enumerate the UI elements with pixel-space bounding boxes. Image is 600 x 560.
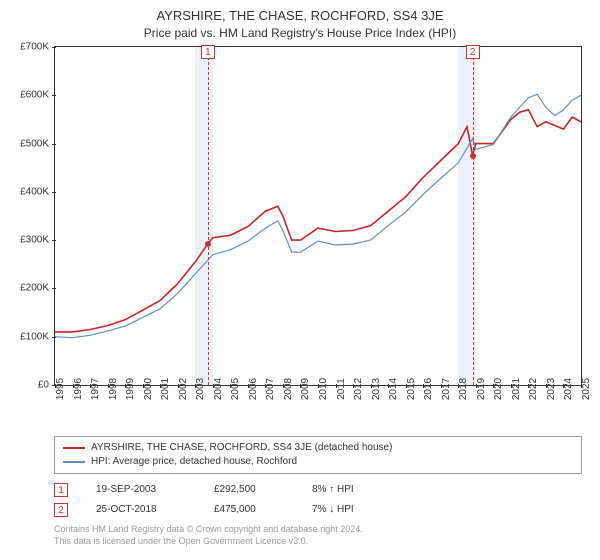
footer-line-1: Contains HM Land Registry data © Crown c… [54,524,582,536]
y-tick-label: £0 [38,379,49,390]
legend-swatch [63,461,85,463]
series-line-hpi [55,94,581,337]
marker-vline [208,47,209,385]
plot-area: £0£100K£200K£300K£400K£500K£600K£700K 19… [54,46,582,386]
transaction-price: £475,000 [214,504,284,515]
legend-label: HPI: Average price, detached house, Roch… [91,455,297,469]
footer-line-2: This data is licensed under the Open Gov… [54,536,582,548]
transaction-date: 25-OCT-2018 [96,504,186,515]
transaction-number-box: 2 [54,503,68,517]
transaction-row: 1 19-SEP-2003 £292,500 8% ↑ HPI [54,480,582,500]
legend-row: HPI: Average price, detached house, Roch… [63,455,573,469]
legend: AYRSHIRE, THE CHASE, ROCHFORD, SS4 3JE (… [54,436,582,474]
y-tick-label: £100K [20,331,49,342]
y-tick-label: £600K [20,90,49,101]
legend-swatch [63,447,85,449]
y-tick-label: £300K [20,235,49,246]
y-tick-label: £700K [20,41,49,52]
series-line-property [55,110,581,332]
transaction-number-box: 1 [54,483,68,497]
legend-label: AYRSHIRE, THE CHASE, ROCHFORD, SS4 3JE (… [91,441,392,455]
x-axis: 1995199619971998199920002001200220032004… [55,385,581,433]
y-tick-label: £400K [20,186,49,197]
marker-vline [473,47,474,385]
transaction-row: 2 25-OCT-2018 £475,000 7% ↓ HPI [54,500,582,520]
y-axis: £0£100K£200K£300K£400K£500K£600K£700K [13,47,53,385]
x-tick-label: 2025 [581,378,592,400]
marker-number-box: 2 [466,45,480,59]
y-tick-label: £500K [20,138,49,149]
marker-number-box: 1 [201,45,215,59]
legend-row: AYRSHIRE, THE CHASE, ROCHFORD, SS4 3JE (… [63,441,573,455]
chart-container: AYRSHIRE, THE CHASE, ROCHFORD, SS4 3JE P… [0,0,600,560]
transaction-date: 19-SEP-2003 [96,484,186,495]
chart-subtitle: Price paid vs. HM Land Registry's House … [12,26,588,40]
chart-title: AYRSHIRE, THE CHASE, ROCHFORD, SS4 3JE [12,8,588,24]
y-tick-label: £200K [20,283,49,294]
marker-dot [470,153,476,159]
transaction-diff: 8% ↑ HPI [312,484,354,495]
transaction-diff: 7% ↓ HPI [312,504,354,515]
marker-dot [205,241,211,247]
transaction-price: £292,500 [214,484,284,495]
footer: Contains HM Land Registry data © Crown c… [54,524,582,547]
transactions-table: 1 19-SEP-2003 £292,500 8% ↑ HPI 2 25-OCT-2018… [54,480,582,520]
chart-lines [55,47,581,385]
